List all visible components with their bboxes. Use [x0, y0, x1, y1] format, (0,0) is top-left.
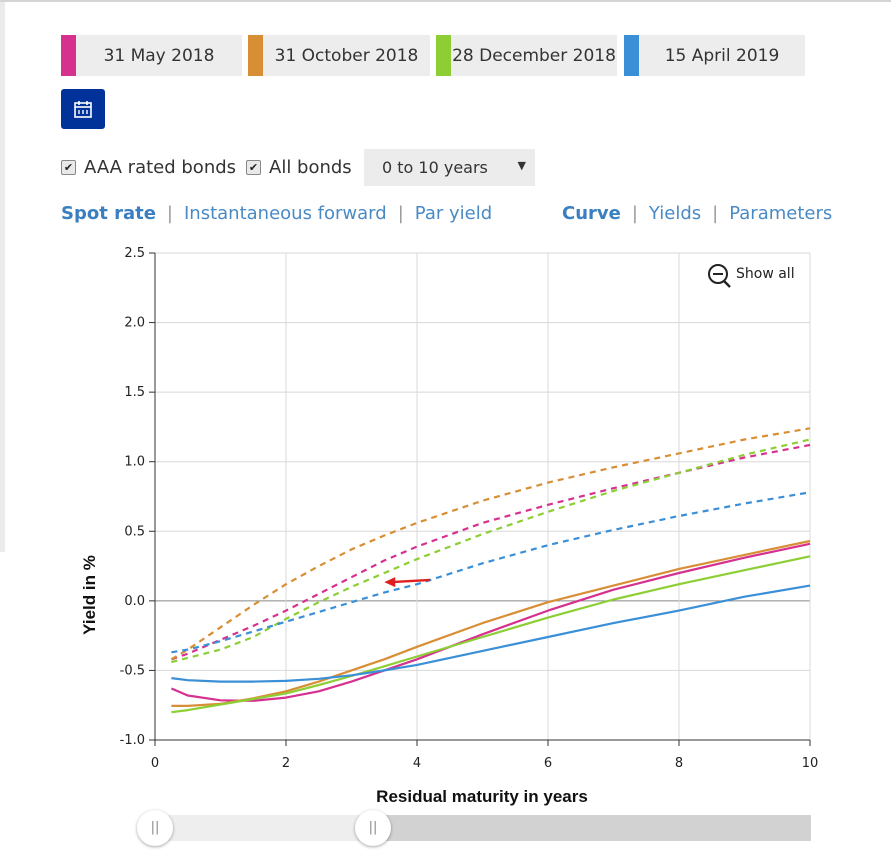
- all-bonds-label: All bonds: [269, 156, 352, 178]
- y-tick-label: 2.5: [124, 246, 145, 261]
- tab-par-yield[interactable]: Par yield: [414, 203, 493, 224]
- zoom-out-icon-handle: [723, 280, 731, 288]
- slider-handle-right[interactable]: ||: [355, 810, 391, 846]
- tab-parameters[interactable]: Parameters: [729, 203, 833, 224]
- rate-type-nav: Spot rate | Instantaneous forward | Par yiel…: [61, 203, 492, 224]
- aaa-rated-checkbox[interactable]: ✔ AAA rated bonds: [61, 156, 236, 178]
- nav-separator: |: [631, 203, 638, 224]
- y-tick-label: -1.0: [120, 733, 145, 748]
- red-arrow-head: [384, 577, 396, 588]
- aaa-rated-label: AAA rated bonds: [84, 156, 237, 178]
- x-tick-label: 10: [802, 756, 819, 771]
- checkbox-checked[interactable]: ✔: [246, 159, 261, 175]
- date-label: 31 May 2018: [103, 45, 215, 66]
- red-arrow-shaft: [392, 578, 431, 584]
- nav-separator: |: [166, 203, 173, 224]
- show-all-button[interactable]: Show all: [708, 264, 795, 288]
- date-pill-4[interactable]: 15 April 2019: [624, 35, 805, 76]
- y-axis-label: Yield in %: [80, 555, 99, 635]
- date-label: 15 April 2019: [664, 45, 780, 66]
- top-border: [0, 0, 891, 2]
- checkbox-checked[interactable]: ✔: [61, 159, 76, 175]
- dropdown-arrow-icon: ▼: [517, 159, 526, 172]
- x-axis-label: Residual maturity in years: [376, 787, 588, 806]
- date-label: 28 December 2018: [452, 45, 616, 66]
- series-line-spot: [170, 542, 811, 702]
- date-color-swatch: [248, 35, 263, 76]
- select-value: 0 to 10 years: [382, 158, 488, 177]
- chart-series: [170, 427, 811, 714]
- series-line-spot: [171, 584, 811, 683]
- tab-curve[interactable]: Curve: [562, 203, 621, 224]
- chart-grid: [155, 252, 811, 741]
- y-tick-label: 0.0: [124, 594, 145, 609]
- y-tick-label: -0.5: [120, 663, 145, 678]
- nav-separator: |: [397, 203, 404, 224]
- view-nav: Curve | Yields | Parameters: [562, 203, 832, 224]
- series-line-forward: [171, 438, 811, 664]
- date-color-swatch: [436, 35, 451, 76]
- axis-ticks: -1.0 -0.5 0.0 0.5 1.0 1.5 2.0 2.5 0 2 4 6 8 10: [120, 246, 819, 771]
- chart-annotations: [384, 577, 431, 588]
- y-tick-label: 1.0: [124, 455, 145, 470]
- y-tick-label: 0.5: [124, 524, 145, 539]
- x-tick-label: 0: [151, 756, 159, 771]
- range-slider-selected: [155, 815, 373, 841]
- show-all-label: Show all: [736, 266, 795, 282]
- slider-handle-left[interactable]: ||: [137, 810, 173, 846]
- calendar-button[interactable]: [61, 89, 105, 129]
- date-color-swatch: [61, 35, 76, 76]
- tab-spot-rate[interactable]: Spot rate: [61, 203, 156, 224]
- yield-curve-chart: -1.0 -0.5 0.0 0.5 1.0 1.5 2.0 2.5 0 2 4 6 8 10 Yield …: [80, 246, 819, 806]
- series-line-forward: [170, 427, 811, 661]
- date-pill-3[interactable]: 28 December 2018: [436, 35, 617, 76]
- x-tick-label: 6: [544, 756, 552, 771]
- tab-yields[interactable]: Yields: [648, 203, 702, 224]
- y-tick-label: 2.0: [124, 316, 145, 331]
- date-label: 31 October 2018: [274, 45, 419, 66]
- left-edge-panel: [0, 2, 5, 552]
- x-tick-label: 8: [675, 756, 683, 771]
- calendar-icon: [74, 101, 92, 118]
- y-tick-label: 1.5: [124, 385, 145, 400]
- x-tick-label: 2: [282, 756, 290, 771]
- nav-separator: |: [712, 203, 719, 224]
- date-pill-1[interactable]: 31 May 2018: [61, 35, 242, 76]
- all-bonds-checkbox[interactable]: ✔ All bonds: [246, 156, 352, 178]
- x-tick-label: 4: [413, 756, 421, 771]
- date-color-swatch: [624, 35, 639, 76]
- series-line-forward: [171, 491, 811, 654]
- series-line-spot: [171, 555, 811, 714]
- maturity-range-select[interactable]: 0 to 10 years ▼: [364, 149, 535, 186]
- tab-instantaneous-forward[interactable]: Instantaneous forward: [184, 203, 387, 224]
- zoom-out-icon: [708, 264, 728, 284]
- date-pill-2[interactable]: 31 October 2018: [248, 35, 430, 76]
